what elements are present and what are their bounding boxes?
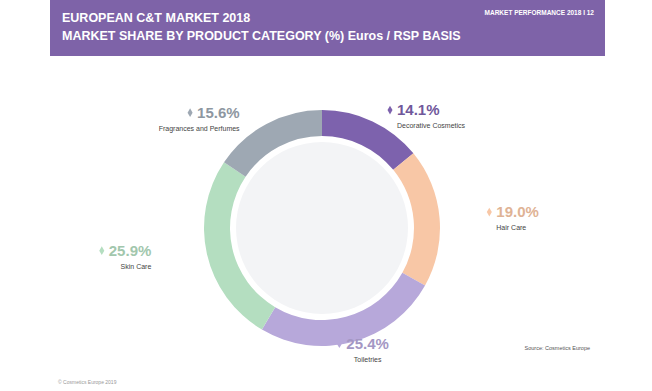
svg-text:Decorative Cosmetics: Decorative Cosmetics (397, 122, 466, 129)
svg-text:Source: Cosmetics Europe: Source: Cosmetics Europe (525, 345, 590, 351)
svg-text:Toiletries: Toiletries (354, 356, 382, 363)
svg-text:15.6%: 15.6% (197, 104, 240, 121)
svg-text:MARKET PERFORMANCE 2018 I 12: MARKET PERFORMANCE 2018 I 12 (485, 9, 595, 16)
svg-text:25.4%: 25.4% (346, 335, 389, 352)
svg-text:MARKET SHARE BY PRODUCT CATEGO: MARKET SHARE BY PRODUCT CATEGORY (%) Eur… (62, 29, 461, 43)
svg-text:EUROPEAN C&T MARKET 2018: EUROPEAN C&T MARKET 2018 (62, 11, 250, 25)
svg-text:Hair Care: Hair Care (496, 224, 526, 231)
svg-text:Skin Care: Skin Care (121, 263, 152, 270)
svg-text:© Cosmetics Europe 2019: © Cosmetics Europe 2019 (58, 379, 117, 385)
svg-text:14.1%: 14.1% (397, 101, 440, 118)
svg-text:Fragrances and Perfumes: Fragrances and Perfumes (159, 125, 240, 133)
svg-text:19.0%: 19.0% (496, 203, 539, 220)
svg-text:25.9%: 25.9% (109, 242, 152, 259)
